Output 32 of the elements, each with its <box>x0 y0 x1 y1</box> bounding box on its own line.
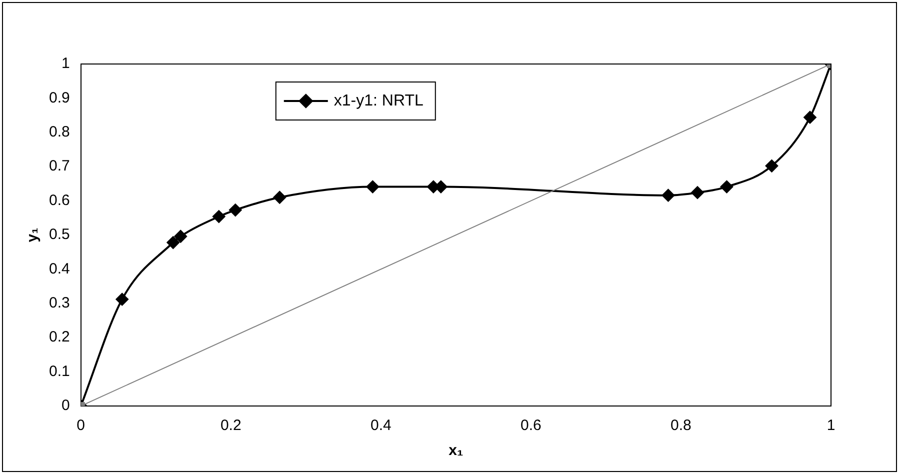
y-tick-label: 0.5 <box>48 226 70 244</box>
y-tick-label: 0.6 <box>48 192 70 209</box>
y-tick-label: 0.3 <box>48 294 70 312</box>
point <box>174 230 188 243</box>
x-tick-label: 0.6 <box>520 417 542 434</box>
y-tick-label: 0.1 <box>48 362 70 380</box>
point <box>720 180 734 194</box>
point <box>803 110 816 124</box>
legend-label: x1-y1: NRTL <box>334 92 424 110</box>
y-tick-label: 0 <box>62 397 70 414</box>
x-tick-label: 0 <box>76 417 86 434</box>
y-tick-label: 0.9 <box>48 89 70 106</box>
point <box>228 204 242 217</box>
y-axis-title: y₁ <box>24 228 42 242</box>
point <box>690 186 704 200</box>
x-axis-title: x₁ <box>448 442 464 460</box>
point <box>212 210 226 224</box>
point <box>166 236 180 250</box>
x-tick-label: 0.4 <box>370 417 392 434</box>
point <box>273 190 286 204</box>
y-tick-label: 0.4 <box>48 260 70 278</box>
x-tick-label: 1 <box>826 417 836 434</box>
y-tick-label: 0.7 <box>48 158 70 175</box>
point <box>662 188 675 202</box>
y-tick-label: 0.8 <box>48 124 70 141</box>
y-tick-label: 0.2 <box>48 328 70 346</box>
point <box>765 159 778 172</box>
point <box>116 292 129 306</box>
y-tick-label: 1 <box>62 55 70 72</box>
x-tick-label: 0.8 <box>670 417 692 434</box>
point <box>366 180 380 194</box>
x-tick-label: 0.2 <box>220 417 242 434</box>
